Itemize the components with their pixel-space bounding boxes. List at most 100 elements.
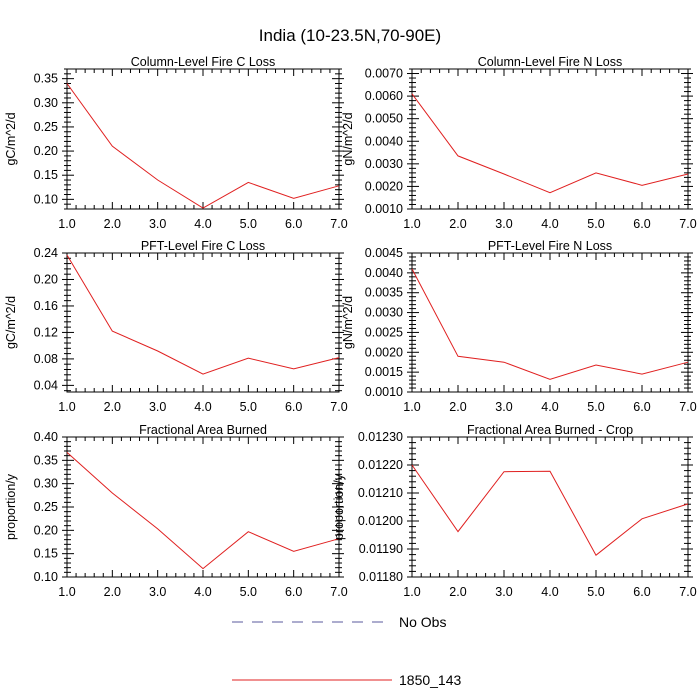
y-tick-label: 0.20 — [34, 144, 58, 158]
x-tick-label: 6.0 — [633, 217, 650, 231]
x-tick-label: 7.0 — [679, 217, 696, 231]
y-tick-label: 0.0035 — [365, 286, 403, 300]
x-tick-label: 3.0 — [495, 217, 512, 231]
x-tick-label: 7.0 — [330, 400, 347, 414]
x-tick-label: 5.0 — [240, 400, 257, 414]
y-tick-label: 0.15 — [34, 168, 58, 182]
series-line-1850_143 — [411, 93, 689, 194]
panel-4: Fractional Area Burned proportion/y 1.0 2.0… — [4, 423, 348, 599]
y-tick-label: 0.01180 — [359, 570, 403, 584]
x-tick-label: 7.0 — [679, 585, 696, 599]
panel-5: Fractional Area Burned - Crop proportion/… — [332, 423, 697, 599]
y-tick-label: 0.0010 — [365, 385, 403, 399]
panel-2: PFT-Level Fire C Loss gC/m^2/d 1.0 2.0 3.0 4.… — [4, 239, 348, 414]
y-tick-label: 0.24 — [34, 246, 58, 260]
x-tick-label: 5.0 — [587, 585, 604, 599]
x-tick-label: 6.0 — [633, 585, 650, 599]
legend-label-1850-143: 1850_143 — [399, 672, 462, 688]
series-line-1850_143 — [66, 83, 340, 209]
y-tick-label: 0.25 — [34, 120, 58, 134]
y-tick-label: 0.01220 — [358, 458, 403, 472]
x-tick-label: 1.0 — [58, 585, 75, 599]
plot-frame — [411, 68, 689, 210]
y-axis-label: gN/m^2/d — [341, 112, 355, 165]
x-tick-label: 6.0 — [285, 400, 302, 414]
x-tick-label: 2.0 — [449, 217, 466, 231]
panel-3: PFT-Level Fire N Loss gN/m^2/d 1.0 2.0 3.0 4.… — [341, 239, 697, 414]
x-tick-label: 4.0 — [194, 585, 211, 599]
series-line-1850_143 — [411, 464, 689, 556]
y-tick-label: 0.0020 — [365, 345, 403, 359]
y-axis-label: proportion/y — [4, 473, 18, 540]
x-tick-label: 5.0 — [587, 400, 604, 414]
legend: No Obs 1850_143 — [232, 614, 462, 688]
plot-frame — [66, 68, 340, 210]
y-tick-label: 0.01230 — [358, 430, 403, 444]
y-axis-label: gN/m^2/d — [341, 296, 355, 349]
y-tick-label: 0.35 — [34, 72, 58, 86]
x-tick-label: 6.0 — [285, 217, 302, 231]
x-tick-label: 1.0 — [58, 400, 75, 414]
y-tick-label: 0.0030 — [365, 157, 403, 171]
y-tick-label: 0.0015 — [365, 365, 403, 379]
y-tick-label: 0.01210 — [358, 486, 403, 500]
y-tick-label: 0.10 — [34, 192, 58, 206]
y-tick-label: 0.25 — [34, 500, 58, 514]
plot-frame — [411, 252, 689, 393]
y-tick-label: 0.16 — [34, 299, 58, 313]
x-tick-label: 1.0 — [403, 585, 420, 599]
y-tick-label: 0.0020 — [365, 179, 403, 193]
y-axis-label: proportion/y — [332, 473, 346, 540]
x-tick-label: 1.0 — [403, 217, 420, 231]
y-tick-label: 0.20 — [34, 272, 58, 286]
y-tick-label: 0.0040 — [365, 266, 403, 280]
x-tick-label: 5.0 — [240, 585, 257, 599]
x-tick-label: 1.0 — [58, 217, 75, 231]
x-tick-label: 1.0 — [403, 400, 420, 414]
x-tick-label: 4.0 — [541, 585, 558, 599]
figure-title: India (10-23.5N,70-90E) — [259, 26, 441, 45]
y-axis-label: gC/m^2/d — [4, 296, 18, 349]
y-tick-label: 0.40 — [34, 430, 58, 444]
x-tick-label: 3.0 — [149, 217, 166, 231]
y-tick-label: 0.0025 — [365, 325, 403, 339]
y-tick-label: 0.0010 — [365, 202, 403, 216]
plot-frame — [66, 252, 340, 393]
y-tick-label: 0.0070 — [365, 67, 403, 81]
y-tick-label: 0.0040 — [365, 134, 403, 148]
series-line-1850_143 — [66, 254, 340, 375]
y-tick-label: 0.35 — [34, 453, 58, 467]
panel-title: PFT-Level Fire N Loss — [488, 239, 612, 253]
y-tick-label: 0.10 — [34, 570, 58, 584]
x-tick-label: 3.0 — [495, 400, 512, 414]
panel-1: Column-Level Fire N Loss gN/m^2/d 1.0 2.0 3.… — [341, 55, 697, 231]
x-tick-label: 2.0 — [104, 217, 121, 231]
x-tick-label: 5.0 — [587, 217, 604, 231]
panels: Column-Level Fire C Loss gC/m^2/d 1.0 2.0 3.… — [4, 55, 697, 599]
x-tick-label: 7.0 — [679, 400, 696, 414]
x-tick-label: 2.0 — [449, 400, 466, 414]
y-tick-label: 0.0050 — [365, 112, 403, 126]
x-tick-label: 4.0 — [541, 217, 558, 231]
x-tick-label: 2.0 — [104, 585, 121, 599]
panel-0: Column-Level Fire C Loss gC/m^2/d 1.0 2.0 3.… — [4, 55, 348, 231]
x-tick-label: 6.0 — [633, 400, 650, 414]
x-tick-label: 3.0 — [149, 585, 166, 599]
x-tick-label: 7.0 — [330, 585, 347, 599]
y-tick-label: 0.0060 — [365, 89, 403, 103]
y-tick-label: 0.20 — [34, 523, 58, 537]
x-tick-label: 4.0 — [194, 400, 211, 414]
x-tick-label: 7.0 — [330, 217, 347, 231]
x-tick-label: 2.0 — [449, 585, 466, 599]
series-line-1850_143 — [411, 268, 689, 380]
x-tick-label: 2.0 — [104, 400, 121, 414]
x-tick-label: 5.0 — [240, 217, 257, 231]
y-tick-label: 0.08 — [34, 352, 58, 366]
series-line-1850_143 — [66, 452, 340, 570]
y-axis-label: gC/m^2/d — [4, 112, 18, 165]
panel-title: Column-Level Fire C Loss — [131, 55, 276, 69]
panel-title: PFT-Level Fire C Loss — [141, 239, 265, 253]
panel-title: Fractional Area Burned — [139, 423, 267, 437]
y-tick-label: 0.01200 — [358, 514, 403, 528]
